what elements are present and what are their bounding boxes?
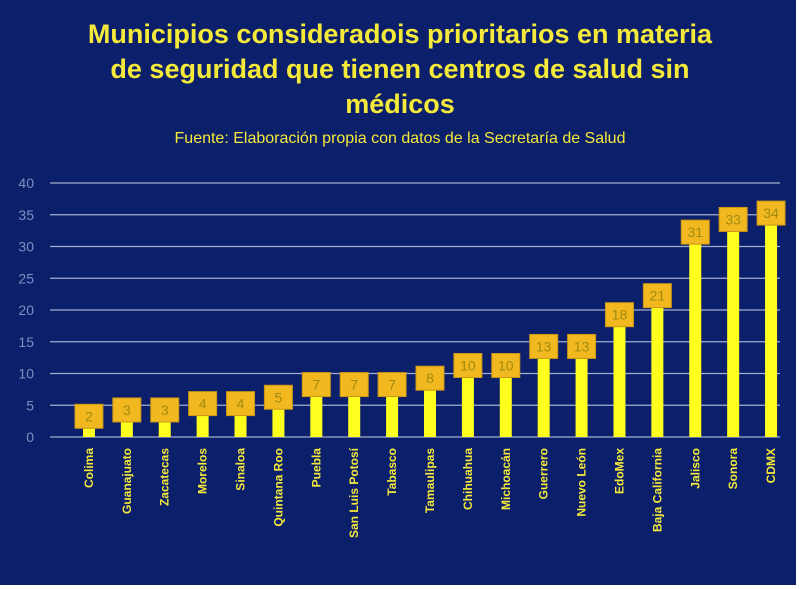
data-label-box [74,403,104,429]
data-label-box [150,397,180,423]
y-tick-label: 40 [18,175,34,191]
data-label: 7 [312,377,320,393]
x-category-label: Jalisco [688,448,702,489]
y-tick-label: 10 [18,366,34,382]
data-label: 5 [275,389,283,405]
data-label: 8 [426,370,434,386]
x-category-label: CDMX [764,448,778,483]
x-category-label: San Luis Potosí [347,447,361,538]
x-category-label: Zacatecas [158,448,172,506]
data-label-box [680,219,710,245]
x-category-label: Puebla [309,448,323,488]
title-line-3: médicos [345,89,455,119]
x-category-label: Michoacán [499,448,513,510]
data-label-box [339,372,369,398]
bar [727,227,740,437]
bar [234,411,247,437]
x-category-label: Nuevo León [575,448,589,517]
x-category-label: Morelos [196,448,210,494]
data-label: 10 [498,358,514,374]
y-tick-label: 15 [18,334,34,350]
data-label: 2 [85,408,93,424]
x-category-label: Quintana Roo [271,448,285,527]
data-label: 13 [536,338,552,354]
bar [158,417,171,437]
bar [765,221,778,437]
data-label-box [263,384,293,410]
bar [651,303,664,437]
data-label-box [226,391,256,417]
data-label: 3 [161,402,169,418]
title-line-2: de seguridad que tienen centros de salud… [110,54,690,84]
bar [424,386,436,437]
y-tick-label: 5 [26,397,34,413]
data-label: 31 [687,224,703,240]
data-label: 4 [199,396,207,412]
x-category-label: Baja California [650,448,664,532]
bar [461,373,474,437]
x-category-label: Sinaloa [234,448,248,491]
x-category-label: Guanajuato [120,448,134,514]
data-label-box [377,372,407,398]
data-label-box [756,200,786,226]
data-label: 3 [123,402,131,418]
y-tick-label: 25 [18,270,34,286]
bar [575,354,588,437]
x-category-label: Sonora [726,448,740,490]
data-label-box [529,333,559,359]
x-category-label: Colima [82,448,96,488]
x-category-label: Chihuahua [461,448,475,510]
bar [272,405,285,437]
data-label-box [188,391,218,417]
bar [613,322,626,437]
y-tick-label: 35 [18,207,34,223]
bar [196,411,209,437]
bar [499,373,512,437]
data-label-box [642,283,672,309]
data-label: 33 [725,211,741,227]
y-tick-label: 0 [26,429,34,445]
data-label: 10 [460,358,476,374]
data-label-box [301,372,331,398]
data-label-box [112,397,142,423]
bar [120,417,133,437]
bar [689,240,702,437]
x-category-label: EdoMex [612,448,626,494]
data-label: 13 [574,338,590,354]
x-category-label: Guerrero [537,448,551,499]
data-label-box [491,353,521,378]
data-label-box [604,302,634,328]
y-tick-label: 30 [18,239,34,255]
bar [348,392,361,437]
data-label: 7 [388,377,396,393]
data-label: 18 [612,307,628,323]
data-label-box [415,365,445,391]
data-label: 34 [763,205,779,221]
chart-subtitle: Fuente: Elaboración propia con datos de … [174,130,626,147]
data-label-box [718,206,748,232]
x-category-label: Tamaulipas [423,448,437,513]
data-label-box [453,353,483,378]
bar [310,392,323,437]
chart-title: Municipios consideradois prioritarios en… [40,17,760,122]
data-label: 21 [650,288,666,304]
title-line-1: Municipios consideradois prioritarios en… [87,19,713,49]
data-label: 7 [350,377,358,393]
data-label-box [567,333,597,359]
bar [537,354,550,437]
x-category-label: Tabasco [385,448,399,496]
bar [386,392,399,437]
data-label: 4 [237,396,245,412]
y-tick-label: 20 [18,302,34,318]
